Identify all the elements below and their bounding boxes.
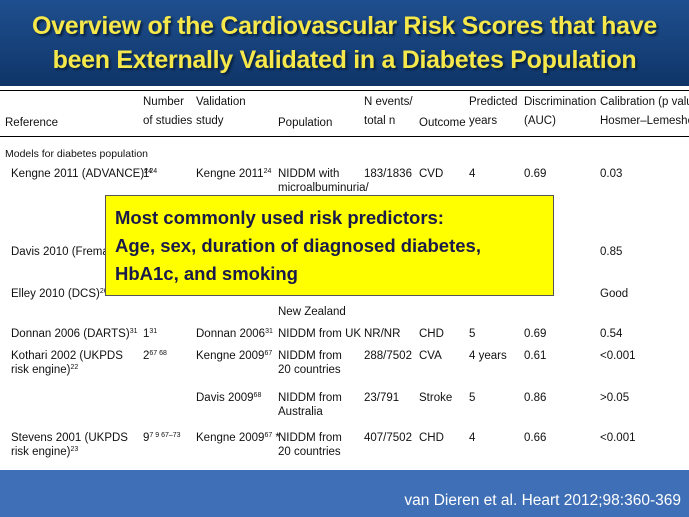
callout-line-3: HbA1c, and smoking bbox=[115, 263, 298, 284]
cell-events: 23/791 bbox=[364, 392, 400, 404]
cell-studies: 267 68 bbox=[143, 350, 167, 362]
cell-reference: Davis 2010 (Fremantle) bbox=[11, 246, 132, 258]
cell-calibration: >0.05 bbox=[600, 392, 630, 404]
cell-validation: Donnan 200631 bbox=[196, 328, 273, 340]
callout-line-2: Age, sex, duration of diagnosed diabetes… bbox=[115, 235, 481, 256]
header-studies-1: Number bbox=[143, 96, 184, 108]
cell-population-1: NIDDM from bbox=[278, 432, 342, 444]
cell-years: 5 bbox=[469, 392, 476, 404]
cell-reference-1: Kothari 2002 (UKPDS bbox=[11, 350, 123, 362]
header-calibration-1: Calibration (p value bbox=[600, 96, 689, 108]
cell-studies: 124 bbox=[143, 168, 158, 180]
cell-calibration: 0.03 bbox=[600, 168, 623, 180]
cell-auc: 0.69 bbox=[524, 168, 547, 180]
citation: van Dieren et al. Heart 2012;98:360-369 bbox=[404, 492, 681, 509]
cell-studies: 97 9 67–73 bbox=[143, 432, 181, 444]
header-nevents-1: N events/ bbox=[364, 96, 413, 108]
section-label: Models for diabetes population bbox=[5, 148, 149, 160]
cell-reference: Elley 2010 (DCS)26 bbox=[11, 288, 108, 300]
cell-validation: Kengne 201124 bbox=[196, 168, 272, 180]
title-bar: Overview of the Cardiovascular Risk Scor… bbox=[0, 0, 689, 86]
cell-outcome: Stroke bbox=[419, 392, 453, 404]
header-validation-2: study bbox=[196, 115, 224, 127]
cell-reference-1: Stevens 2001 (UKPDS bbox=[11, 432, 128, 444]
cell-reference: Donnan 2006 (DARTS)31 bbox=[11, 328, 138, 340]
cell-events: 183/1836 bbox=[364, 168, 412, 180]
cell-events: 407/7502 bbox=[364, 432, 412, 444]
cell-reference-2: risk engine)22 bbox=[11, 364, 79, 376]
cell-outcome: CHD bbox=[419, 432, 444, 444]
cell-population-1: NIDDM from bbox=[278, 350, 342, 362]
cell-calibration: 0.85 bbox=[600, 246, 623, 258]
header-population: Population bbox=[278, 117, 333, 129]
cell-years: 4 bbox=[469, 168, 476, 180]
header-outcome: Outcome bbox=[419, 117, 466, 129]
cell-population-1: NIDDM with bbox=[278, 168, 340, 180]
cell-events: NR/NR bbox=[364, 328, 401, 340]
cell-population-2: microalbuminuria/ bbox=[278, 182, 369, 194]
cell-outcome: CVD bbox=[419, 168, 444, 180]
cell-population: NIDDM from UK bbox=[278, 328, 362, 340]
cell-validation: Kengne 200967 bbox=[196, 350, 273, 362]
risk-predictors-callout: Most commonly used risk predictors: Age,… bbox=[105, 195, 554, 296]
header-calibration-2: Hosmer–Lemeshow) bbox=[600, 115, 689, 127]
cell-population: New Zealand bbox=[278, 306, 346, 318]
cell-reference-2: risk engine)23 bbox=[11, 446, 79, 458]
header-studies-2: of studies bbox=[143, 115, 193, 127]
cell-population-1: NIDDM from bbox=[278, 392, 342, 404]
cell-outcome: CHD bbox=[419, 328, 444, 340]
cell-calibration: <0.001 bbox=[600, 350, 636, 362]
table-top-rule bbox=[0, 90, 689, 91]
cell-auc: 0.61 bbox=[524, 350, 547, 362]
cell-events: 288/7502 bbox=[364, 350, 412, 362]
header-nevents-2: total n bbox=[364, 115, 396, 127]
cell-calibration: 0.54 bbox=[600, 328, 623, 340]
cell-validation: Kengne 200967 * bbox=[196, 432, 280, 444]
cell-years: 4 bbox=[469, 432, 476, 444]
footer-bar: van Dieren et al. Heart 2012;98:360-369 bbox=[0, 470, 689, 517]
cell-outcome: CVA bbox=[419, 350, 442, 362]
slide-title-line-1: Overview of the Cardiovascular Risk Scor… bbox=[32, 12, 657, 40]
cell-years: 4 years bbox=[469, 350, 507, 362]
cell-population-2: 20 countries bbox=[278, 446, 341, 458]
header-discrimination-1: Discrimination bbox=[524, 96, 597, 108]
cell-population-2: Australia bbox=[278, 406, 323, 418]
cell-auc: 0.86 bbox=[524, 392, 547, 404]
cell-calibration: Good bbox=[600, 288, 629, 300]
cell-studies: 131 bbox=[143, 328, 158, 340]
header-discrimination-2: (AUC) bbox=[524, 115, 556, 127]
cell-validation: Davis 200968 bbox=[196, 392, 262, 404]
cell-calibration: <0.001 bbox=[600, 432, 636, 444]
header-predicted-1: Predicted bbox=[469, 96, 518, 108]
header-validation-1: Validation bbox=[196, 96, 246, 108]
header-predicted-2: years bbox=[469, 115, 498, 127]
cell-auc: 0.69 bbox=[524, 328, 547, 340]
header-reference: Reference bbox=[5, 117, 59, 129]
cell-years: 5 bbox=[469, 328, 476, 340]
cell-reference: Kengne 2011 (ADVANCE)24 bbox=[11, 168, 152, 180]
slide-title-line-2: been Externally Validated in a Diabetes … bbox=[52, 46, 637, 74]
cell-population-2: 20 countries bbox=[278, 364, 341, 376]
table-header-rule bbox=[0, 136, 689, 137]
cell-auc: 0.66 bbox=[524, 432, 547, 444]
callout-line-1: Most commonly used risk predictors: bbox=[115, 207, 444, 228]
